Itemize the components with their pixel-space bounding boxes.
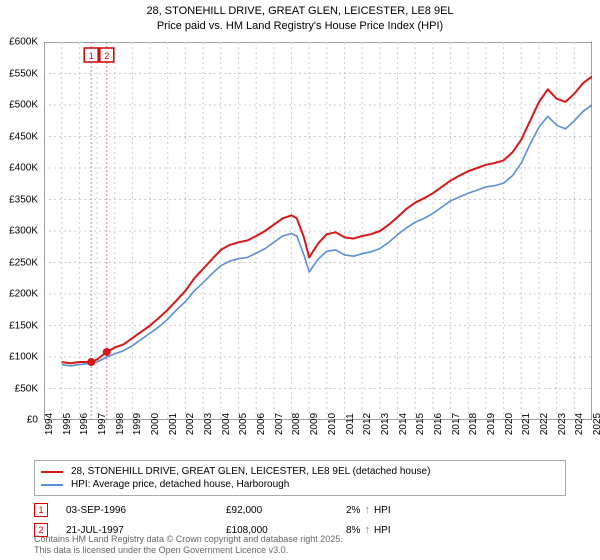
legend-row-2: HPI: Average price, detached house, Harb… [41,478,559,491]
chart-svg: 12 [44,42,592,420]
legend-row-1: 28, STONEHILL DRIVE, GREAT GLEN, LEICEST… [41,465,559,478]
footer-line-2: This data is licensed under the Open Gov… [34,545,566,556]
xtick-label: 2020 [504,413,515,435]
xtick-label: 2010 [327,413,338,435]
marker-row-1: 1 03-SEP-1996 £92,000 2% ↑ HPI [34,500,566,520]
xtick-label: 2017 [451,413,462,435]
xtick-label: 2024 [574,413,585,435]
xtick-label: 1995 [62,413,73,435]
xtick-label: 2013 [380,413,391,435]
ytick-label: £450K [9,131,38,142]
x-axis-labels: 1994199519961997199819992000200120022003… [44,422,592,456]
xtick-label: 2018 [468,413,479,435]
xtick-label: 2022 [539,413,550,435]
legend-label-1: 28, STONEHILL DRIVE, GREAT GLEN, LEICEST… [71,466,430,477]
xtick-label: 2012 [362,413,373,435]
xtick-label: 2007 [274,413,285,435]
marker-pct-val-1: 2% [346,505,360,516]
legend-box: 28, STONEHILL DRIVE, GREAT GLEN, LEICEST… [34,460,566,496]
xtick-label: 2023 [557,413,568,435]
footer-attribution: Contains HM Land Registry data © Crown c… [34,534,566,557]
arrow-up-icon: ↑ [364,504,370,516]
marker-hpi-label-1: HPI [374,505,391,516]
title-line-1: 28, STONEHILL DRIVE, GREAT GLEN, LEICEST… [0,4,600,19]
xtick-label: 2019 [486,413,497,435]
xtick-label: 1994 [44,413,55,435]
legend-swatch-1 [41,471,63,473]
marker-badge-1: 1 [34,503,48,517]
marker-date-1: 03-SEP-1996 [66,505,226,516]
xtick-label: 2008 [291,413,302,435]
xtick-label: 2003 [203,413,214,435]
xtick-label: 2011 [345,413,356,435]
xtick-label: 2004 [221,413,232,435]
xtick-label: 2016 [433,413,444,435]
ytick-label: £500K [9,100,38,111]
legend-label-2: HPI: Average price, detached house, Harb… [71,479,289,490]
xtick-label: 2015 [415,413,426,435]
xtick-label: 2014 [398,413,409,435]
svg-text:1: 1 [89,51,94,61]
ytick-label: £300K [9,226,38,237]
ytick-label: £100K [9,352,38,363]
ytick-label: £250K [9,257,38,268]
marker-pct-1: 2% ↑ HPI [346,504,466,516]
xtick-label: 2009 [309,413,320,435]
svg-text:2: 2 [104,51,109,61]
xtick-label: 2002 [185,413,196,435]
xtick-label: 1997 [97,413,108,435]
xtick-label: 2025 [592,413,600,435]
xtick-label: 1996 [79,413,90,435]
title-line-2: Price paid vs. HM Land Registry's House … [0,19,600,34]
ytick-label: £400K [9,163,38,174]
chart-plot-area: 12 [44,42,592,420]
legend-swatch-2 [41,484,63,486]
y-axis-labels: £0£50K£100K£150K£200K£250K£300K£350K£400… [0,42,42,420]
ytick-label: £0 [27,415,38,426]
xtick-label: 2001 [168,413,179,435]
xtick-label: 1999 [132,413,143,435]
chart-title-block: 28, STONEHILL DRIVE, GREAT GLEN, LEICEST… [0,0,600,34]
footer-line-1: Contains HM Land Registry data © Crown c… [34,534,566,545]
ytick-label: £200K [9,289,38,300]
ytick-label: £150K [9,320,38,331]
ytick-label: £600K [9,37,38,48]
xtick-label: 1998 [115,413,126,435]
xtick-label: 2005 [238,413,249,435]
ytick-label: £50K [15,383,38,394]
marker-price-1: £92,000 [226,505,346,516]
ytick-label: £350K [9,194,38,205]
xtick-label: 2000 [150,413,161,435]
ytick-label: £550K [9,68,38,79]
xtick-label: 2021 [521,413,532,435]
xtick-label: 2006 [256,413,267,435]
